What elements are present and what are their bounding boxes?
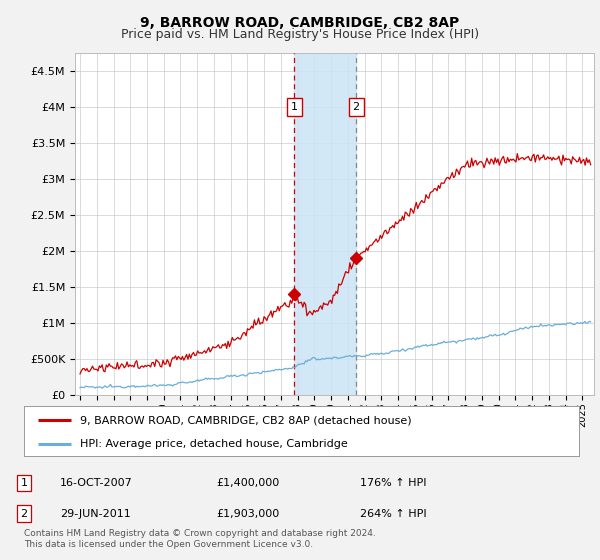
Text: 9, BARROW ROAD, CAMBRIDGE, CB2 8AP: 9, BARROW ROAD, CAMBRIDGE, CB2 8AP bbox=[140, 16, 460, 30]
Text: 2: 2 bbox=[20, 508, 28, 519]
Text: 29-JUN-2011: 29-JUN-2011 bbox=[60, 508, 131, 519]
Text: 2: 2 bbox=[353, 102, 359, 112]
Text: 16-OCT-2007: 16-OCT-2007 bbox=[60, 478, 133, 488]
Text: 1: 1 bbox=[290, 102, 298, 112]
Text: HPI: Average price, detached house, Cambridge: HPI: Average price, detached house, Camb… bbox=[79, 439, 347, 449]
Text: Price paid vs. HM Land Registry's House Price Index (HPI): Price paid vs. HM Land Registry's House … bbox=[121, 28, 479, 41]
Text: 1: 1 bbox=[20, 478, 28, 488]
Bar bbox=[294, 53, 356, 395]
Text: Contains HM Land Registry data © Crown copyright and database right 2024.
This d: Contains HM Land Registry data © Crown c… bbox=[24, 529, 376, 549]
Text: £1,400,000: £1,400,000 bbox=[216, 478, 279, 488]
Text: 264% ↑ HPI: 264% ↑ HPI bbox=[360, 508, 427, 519]
Text: 176% ↑ HPI: 176% ↑ HPI bbox=[360, 478, 427, 488]
Text: 9, BARROW ROAD, CAMBRIDGE, CB2 8AP (detached house): 9, BARROW ROAD, CAMBRIDGE, CB2 8AP (deta… bbox=[79, 415, 411, 425]
Text: £1,903,000: £1,903,000 bbox=[216, 508, 279, 519]
